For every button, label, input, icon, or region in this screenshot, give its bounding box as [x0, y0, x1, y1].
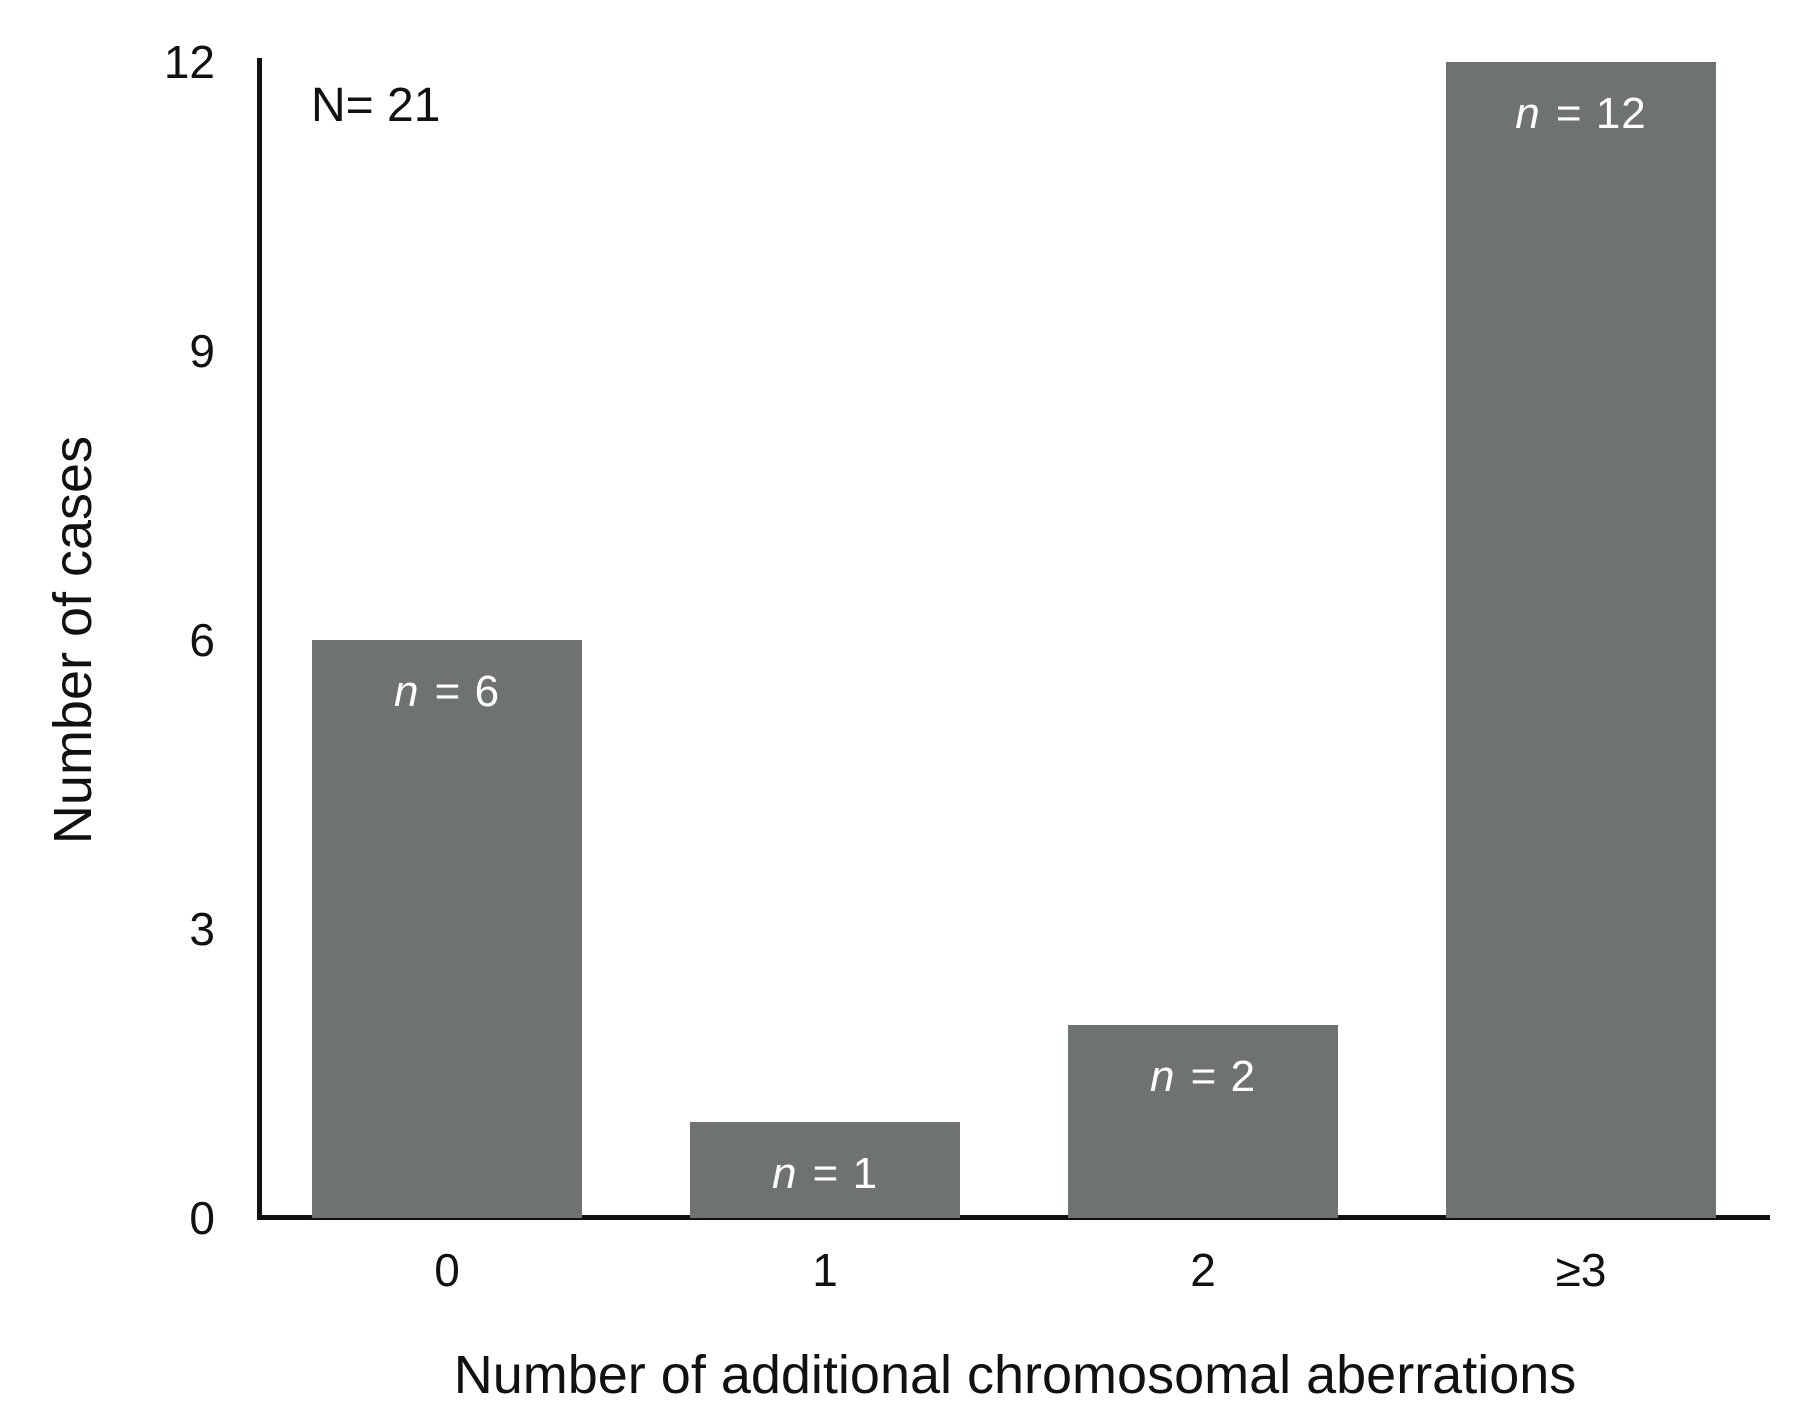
bar-category-2: n = 2 — [1068, 1025, 1338, 1218]
bar-value-label: n = 6 — [393, 667, 501, 716]
x-tick-label-≥3: ≥3 — [1555, 1244, 1607, 1296]
x-tick-label-1: 1 — [812, 1244, 838, 1296]
bar-value-label: n = 12 — [1515, 89, 1647, 138]
x-axis-line — [257, 1215, 1770, 1220]
y-tick-label-3: 3 — [189, 903, 215, 955]
x-tick-label-2: 2 — [1190, 1244, 1216, 1296]
bar-category-1: n = 1 — [690, 1122, 960, 1218]
x-axis-title: Number of additional chromosomal aberrat… — [453, 1345, 1577, 1405]
x-tick-label-0: 0 — [434, 1244, 460, 1296]
y-axis-line — [257, 58, 262, 1220]
y-tick-label-6: 6 — [189, 614, 215, 666]
sample-size-annotation: N= 21 — [311, 79, 441, 132]
bar-value-label: n = 2 — [1149, 1052, 1257, 1101]
y-tick-label-9: 9 — [189, 325, 215, 377]
bar-value-label: n = 1 — [771, 1149, 879, 1198]
y-tick-label-0: 0 — [189, 1192, 215, 1244]
y-tick-label-12: 12 — [163, 36, 215, 88]
bar-category-0: n = 6 — [312, 640, 582, 1218]
y-axis-title: Number of cases — [43, 435, 103, 845]
bar-category-≥3: n = 12 — [1446, 62, 1716, 1218]
